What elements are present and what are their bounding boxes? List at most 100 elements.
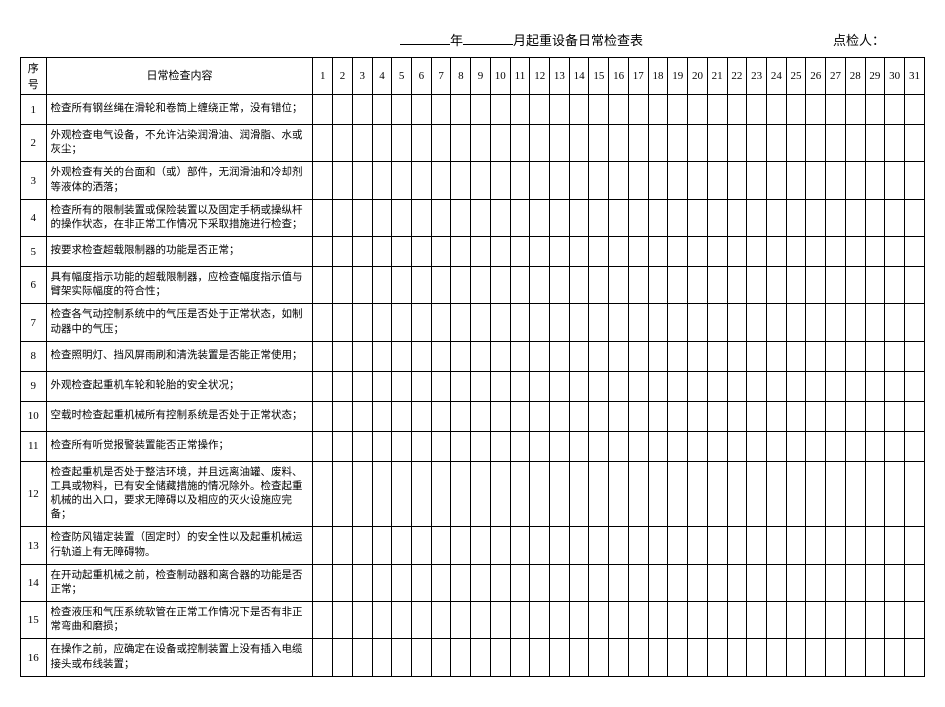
- day-cell: [431, 639, 451, 676]
- day-cell: [727, 304, 747, 341]
- day-cell: [451, 431, 471, 461]
- day-cell: [510, 461, 530, 527]
- day-cell: [747, 304, 767, 341]
- header-day: 11: [510, 58, 530, 95]
- day-cell: [589, 199, 609, 236]
- table-row: 2外观检查电气设备，不允许沾染润滑油、润滑脂、水或灰尘；: [21, 125, 925, 162]
- day-cell: [431, 162, 451, 199]
- day-cell: [766, 371, 786, 401]
- day-cell: [313, 371, 333, 401]
- day-cell: [333, 267, 353, 304]
- day-cell: [904, 162, 924, 199]
- day-cell: [431, 95, 451, 125]
- day-cell: [471, 371, 491, 401]
- day-cell: [372, 199, 392, 236]
- day-cell: [609, 602, 629, 639]
- day-cell: [471, 237, 491, 267]
- day-cell: [885, 401, 905, 431]
- day-cell: [431, 461, 451, 527]
- day-cell: [550, 639, 570, 676]
- day-cell: [628, 162, 648, 199]
- day-cell: [451, 237, 471, 267]
- day-cell: [352, 95, 372, 125]
- day-cell: [668, 125, 688, 162]
- day-cell: [352, 267, 372, 304]
- day-cell: [313, 199, 333, 236]
- day-cell: [550, 199, 570, 236]
- day-cell: [451, 564, 471, 601]
- row-content: 外观检查有关的台面和（或）部件，无润滑油和冷却剂等液体的洒落；: [46, 162, 313, 199]
- day-cell: [431, 125, 451, 162]
- day-cell: [885, 431, 905, 461]
- day-cell: [688, 304, 708, 341]
- day-cell: [412, 267, 432, 304]
- day-cell: [826, 237, 846, 267]
- day-cell: [471, 564, 491, 601]
- day-cell: [688, 401, 708, 431]
- day-cell: [333, 602, 353, 639]
- row-content: 具有幅度指示功能的超载限制器，应检查幅度指示值与臂架实际幅度的符合性；: [46, 267, 313, 304]
- day-cell: [372, 564, 392, 601]
- day-cell: [530, 199, 550, 236]
- day-cell: [707, 304, 727, 341]
- day-cell: [530, 461, 550, 527]
- day-cell: [727, 401, 747, 431]
- day-cell: [451, 304, 471, 341]
- day-cell: [845, 125, 865, 162]
- day-cell: [510, 162, 530, 199]
- day-cell: [609, 267, 629, 304]
- day-cell: [806, 237, 826, 267]
- header-day: 29: [865, 58, 885, 95]
- day-cell: [668, 304, 688, 341]
- day-cell: [628, 564, 648, 601]
- day-cell: [648, 237, 668, 267]
- day-cell: [333, 162, 353, 199]
- day-cell: [904, 304, 924, 341]
- day-cell: [786, 461, 806, 527]
- day-cell: [352, 639, 372, 676]
- day-cell: [313, 125, 333, 162]
- day-cell: [352, 527, 372, 564]
- row-content: 外观检查电气设备，不允许沾染润滑油、润滑脂、水或灰尘；: [46, 125, 313, 162]
- day-cell: [333, 237, 353, 267]
- header-day: 15: [589, 58, 609, 95]
- day-cell: [490, 162, 510, 199]
- header-day: 1: [313, 58, 333, 95]
- day-cell: [766, 431, 786, 461]
- day-cell: [885, 602, 905, 639]
- day-cell: [510, 199, 530, 236]
- day-cell: [707, 527, 727, 564]
- header-day: 19: [668, 58, 688, 95]
- day-cell: [885, 341, 905, 371]
- day-cell: [885, 162, 905, 199]
- day-cell: [313, 162, 333, 199]
- title-bar: 年月起重设备日常检查表 点检人：: [20, 30, 925, 49]
- day-cell: [609, 162, 629, 199]
- day-cell: [550, 304, 570, 341]
- inspection-table: 序号 日常检查内容 1 2 3 4 5 6 7 8 9 10 11 12 13 …: [20, 57, 925, 677]
- day-cell: [826, 199, 846, 236]
- header-row: 序号 日常检查内容 1 2 3 4 5 6 7 8 9 10 11 12 13 …: [21, 58, 925, 95]
- day-cell: [609, 304, 629, 341]
- day-cell: [510, 95, 530, 125]
- day-cell: [352, 162, 372, 199]
- day-cell: [392, 564, 412, 601]
- day-cell: [490, 341, 510, 371]
- day-cell: [392, 461, 412, 527]
- day-cell: [727, 199, 747, 236]
- day-cell: [826, 371, 846, 401]
- table-row: 15检查液压和气压系统软管在正常工作情况下是否有非正常弯曲和磨损；: [21, 602, 925, 639]
- day-cell: [648, 341, 668, 371]
- day-cell: [510, 237, 530, 267]
- day-cell: [372, 639, 392, 676]
- day-cell: [766, 95, 786, 125]
- day-cell: [372, 95, 392, 125]
- day-cell: [826, 639, 846, 676]
- day-cell: [431, 267, 451, 304]
- day-cell: [451, 95, 471, 125]
- day-cell: [707, 461, 727, 527]
- day-cell: [372, 162, 392, 199]
- row-seq: 8: [21, 341, 47, 371]
- day-cell: [865, 401, 885, 431]
- day-cell: [352, 431, 372, 461]
